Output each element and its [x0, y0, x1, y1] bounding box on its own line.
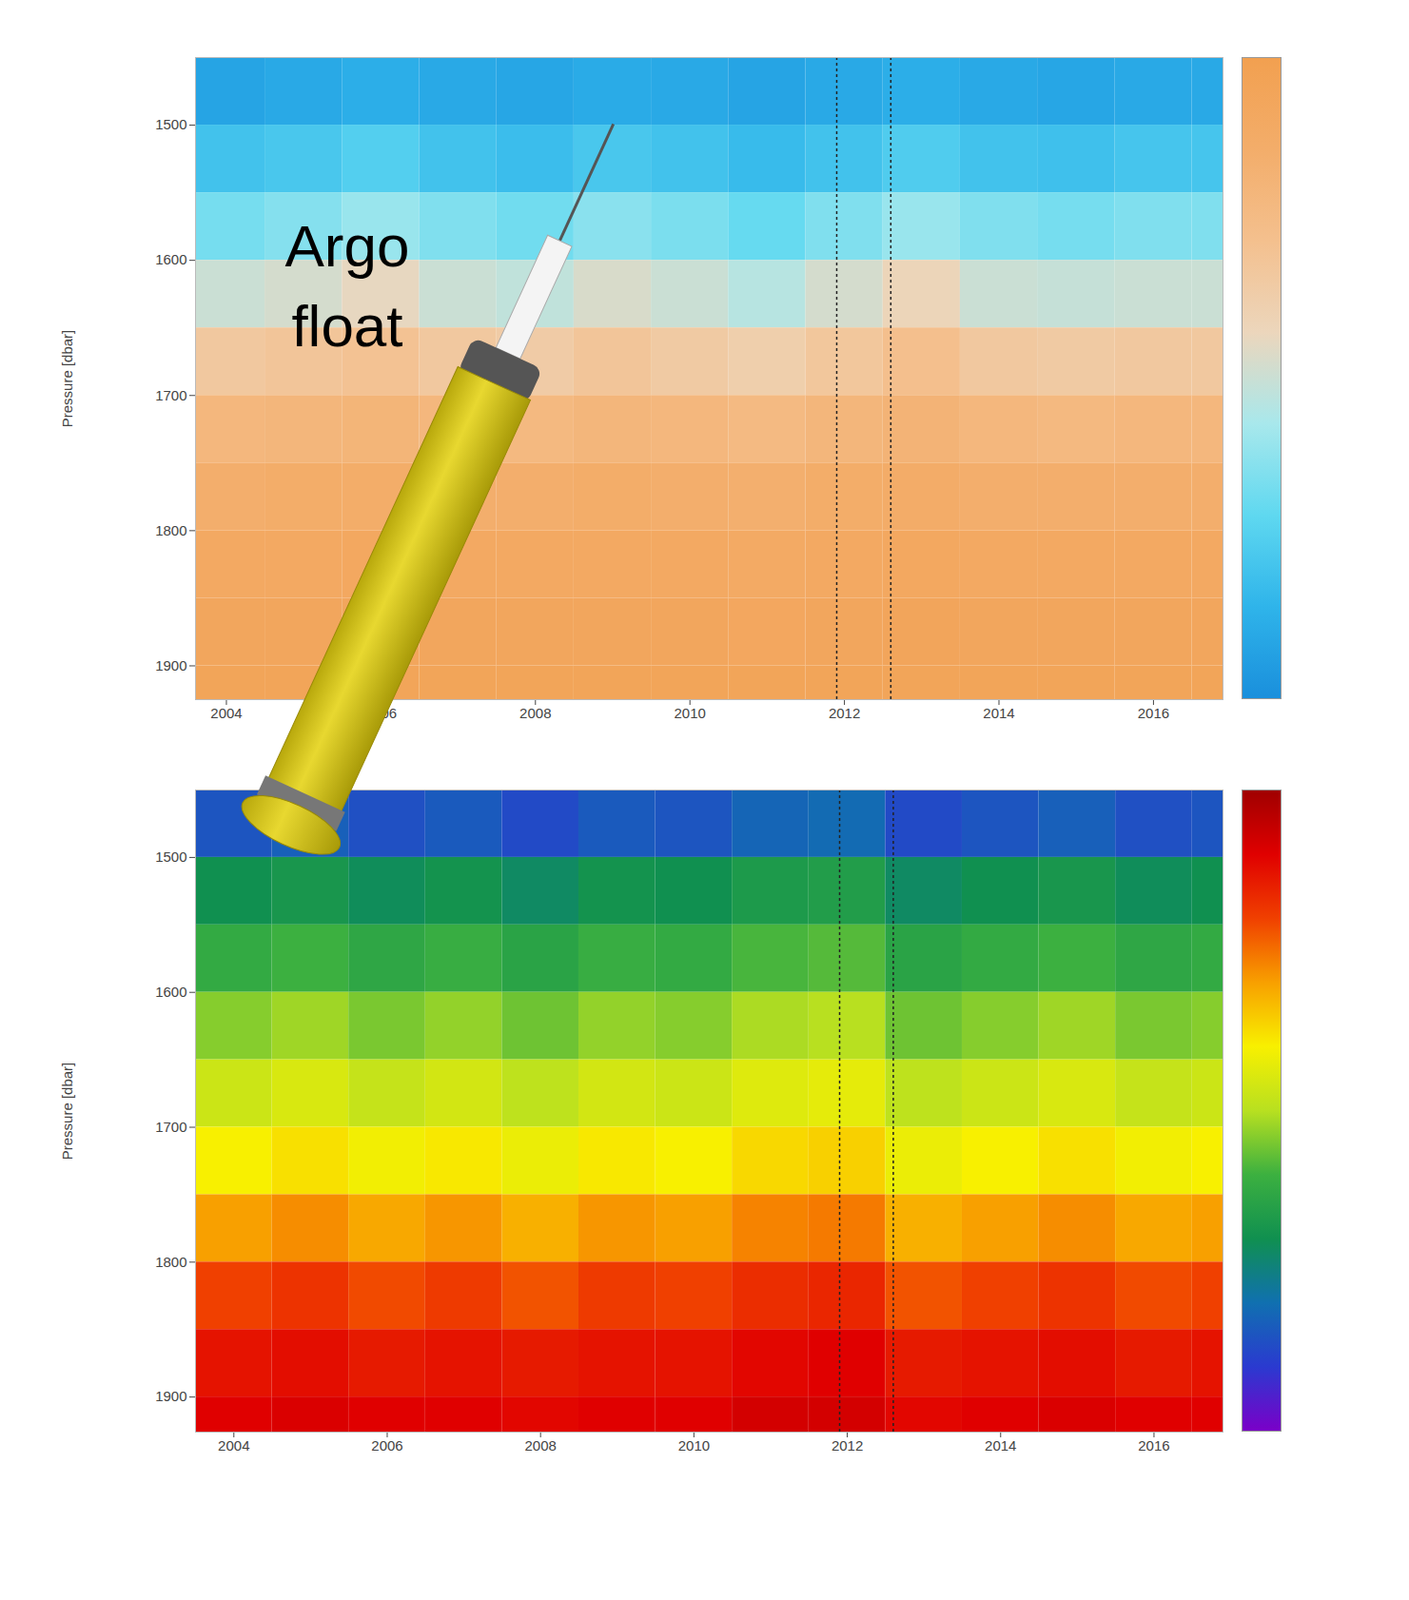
svg-text:1600: 1600	[155, 251, 187, 268]
svg-text:2016: 2016	[1137, 704, 1170, 722]
svg-text:2008: 2008	[519, 704, 551, 722]
svg-text:2012: 2012	[828, 704, 861, 722]
svg-text:2010: 2010	[678, 1437, 710, 1454]
svg-text:Pressure [dbar]: Pressure [dbar]	[58, 1062, 76, 1161]
svg-text:2014: 2014	[982, 704, 1015, 722]
svg-text:2006: 2006	[365, 704, 397, 722]
svg-text:2016: 2016	[1137, 1437, 1170, 1454]
svg-text:2012: 2012	[831, 1437, 863, 1454]
svg-text:2008: 2008	[524, 1437, 556, 1454]
svg-text:1800: 1800	[155, 522, 187, 539]
svg-text:2004: 2004	[217, 1437, 250, 1454]
svg-text:1700: 1700	[155, 387, 187, 404]
svg-text:1900: 1900	[155, 1388, 187, 1405]
svg-text:1700: 1700	[155, 1118, 187, 1136]
svg-text:1500: 1500	[155, 116, 187, 133]
svg-text:2014: 2014	[984, 1437, 1017, 1454]
svg-text:1900: 1900	[155, 657, 187, 674]
svg-text:2004: 2004	[210, 704, 242, 722]
svg-text:2010: 2010	[674, 704, 706, 722]
svg-text:Pressure [dbar]: Pressure [dbar]	[58, 330, 76, 429]
svg-text:Argofloat: Argofloat	[285, 213, 411, 359]
svg-text:1800: 1800	[155, 1253, 187, 1271]
svg-text:1500: 1500	[155, 848, 187, 865]
svg-text:2006: 2006	[371, 1437, 403, 1454]
svg-text:1600: 1600	[155, 983, 187, 1000]
